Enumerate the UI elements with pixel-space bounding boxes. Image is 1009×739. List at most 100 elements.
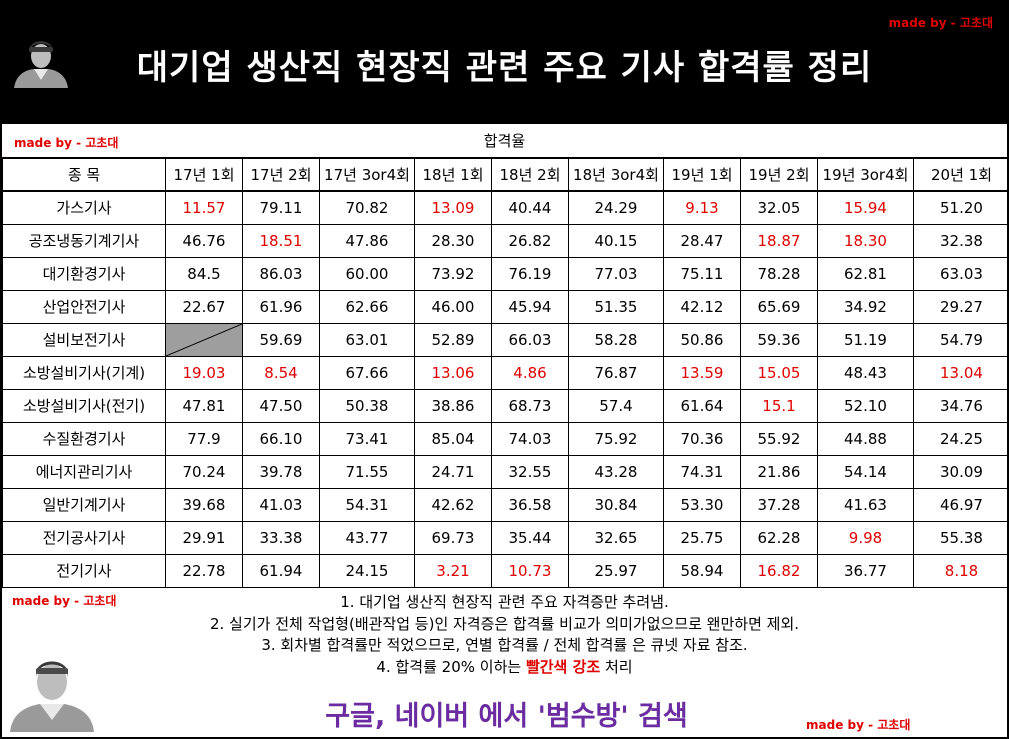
avatar-bottom [8,652,96,732]
credit-name: 고초대 [877,718,911,732]
table-body: 가스기사 11.57 79.11 70.82 13.09 40.44 24.29 9.13 32… [2,190,1009,588]
subject-name: 산업안전기사 [2,289,166,324]
rate-cell: 79.11 [242,190,320,225]
note-2: 2. 실기가 전체 작업형(배관작업 등)인 자격증은 합격률 비교가 의미가없… [209,614,800,633]
rate-cell: 69.73 [414,520,492,555]
rate-cell: 61.94 [242,553,320,588]
rate-cell: 24.15 [319,553,415,588]
rate-cell: 45.94 [491,289,569,324]
rate-cell: 36.77 [817,553,914,588]
credit-prefix: made by - [806,718,878,732]
subject-name: 소방설비기사(기계) [2,355,166,390]
rate-cell: 26.82 [491,223,569,258]
rate-cell: 78.28 [740,256,818,291]
subject-name: 설비보전기사 [2,322,166,357]
rate-cell: 59.36 [740,322,818,357]
rate-cell: 13.09 [414,190,492,225]
rate-cell: 51.19 [817,322,914,357]
rate-cell: 38.86 [414,388,492,423]
rate-cell: 76.87 [568,355,664,390]
rate-cell: 53.30 [663,487,741,522]
rate-cell: 25.97 [568,553,664,588]
rate-cell: 18.51 [242,223,320,258]
table-row: 설비보전기사 59.69 63.01 52.89 66.03 58.28 50.86 59.3… [2,322,1009,357]
rate-cell: 55.92 [740,421,818,456]
rate-cell: 43.77 [319,520,415,555]
rate-cell: 9.98 [817,520,914,555]
rate-cell: 62.66 [319,289,415,324]
rate-cell: 74.31 [663,454,741,489]
rate-cell: 47.50 [242,388,320,423]
rate-cell: 54.31 [319,487,415,522]
rate-cell: 46.97 [913,487,1009,522]
column-header: 17년 1회 [165,157,243,192]
note-4-prefix: 4. 합격률 20% 이하는 [376,657,526,676]
rate-cell: 34.76 [913,388,1009,423]
rate-cell: 3.21 [414,553,492,588]
rate-cell: 36.58 [491,487,569,522]
rate-cell: 70.82 [319,190,415,225]
rate-cell: 11.57 [165,190,243,225]
notes: 1. 대기업 생산직 현장직 관련 주요 자격증만 추려냄. 2. 실기가 전체… [2,592,1007,678]
rate-cell: 54.79 [913,322,1009,357]
rate-cell: 33.38 [242,520,320,555]
rate-cell: 13.06 [414,355,492,390]
diagonal-strike-icon [166,323,242,356]
rate-cell: 35.44 [491,520,569,555]
rate-cell: 13.04 [913,355,1009,390]
rate-cell: 32.65 [568,520,664,555]
column-header: 19년 3or4회 [817,157,914,192]
avatar [12,36,70,88]
title-banner: 대기업 생산직 현장직 관련 주요 기사 합격률 정리 made by - 고초… [0,0,1009,124]
rate-cell: 48.43 [817,355,914,390]
column-header: 17년 2회 [242,157,320,192]
subject-name: 소방설비기사(전기) [2,388,166,423]
column-header: 18년 1회 [414,157,492,192]
rate-cell: 37.28 [740,487,818,522]
rate-cell: 19.03 [165,355,243,390]
table-row: 전기기사 22.78 61.94 24.15 3.21 10.73 25.97 58.94 16… [2,553,1009,588]
pass-rate-table: 종 목 17년 1회 17년 2회 17년 3or4회 18년 1회 18년 2회 18년… [2,157,1009,588]
rate-cell: 47.86 [319,223,415,258]
table-row: 에너지관리기사 70.24 39.78 71.55 24.71 32.55 43.28 74.… [2,454,1009,489]
rate-cell: 46.76 [165,223,243,258]
rate-cell: 62.28 [740,520,818,555]
rate-cell: 68.73 [491,388,569,423]
worker-avatar-icon [10,661,94,732]
rate-cell: 24.71 [414,454,492,489]
rate-cell: 63.01 [319,322,415,357]
rate-cell: 61.64 [663,388,741,423]
rate-cell: 29.27 [913,289,1009,324]
column-header: 19년 1회 [663,157,741,192]
credit-prefix: made by - [12,594,84,608]
rate-cell: 40.44 [491,190,569,225]
search-prompt: 구글, 네이버 에서 '범수방' 검색 [325,701,688,732]
rate-cell: 54.14 [817,454,914,489]
rate-cell: 13.59 [663,355,741,390]
pass-rate-sheet: made by - 고초대 합격율 종 목 17년 1회 17년 2회 17년 3o… [0,124,1009,739]
subject-name: 전기기사 [2,553,166,588]
rate-cell: 86.03 [242,256,320,291]
rate-cell: 73.92 [414,256,492,291]
rate-cell: 24.29 [568,190,664,225]
credit-mid-left: made by - 고초대 [12,592,116,609]
rate-cell: 73.41 [319,421,415,456]
credit-name: 고초대 [959,16,993,30]
rate-cell: 32.05 [740,190,818,225]
column-header: 17년 3or4회 [319,157,415,192]
rate-cell: 57.4 [568,388,664,423]
subject-name: 공조냉동기계기사 [2,223,166,258]
rate-cell: 25.75 [663,520,741,555]
rate-cell: 51.35 [568,289,664,324]
rate-cell: 22.78 [165,553,243,588]
rate-cell: 77.03 [568,256,664,291]
rate-cell: 44.88 [817,421,914,456]
rate-cell: 75.11 [663,256,741,291]
table-row: 전기공사기사 29.91 33.38 43.77 69.73 35.44 32.65 25.7… [2,520,1009,555]
rate-cell: 62.81 [817,256,914,291]
column-header: 18년 2회 [491,157,569,192]
table-row: 소방설비기사(전기) 47.81 47.50 50.38 38.86 68.73 57.4 6… [2,388,1009,423]
table-row: 일반기계기사 39.68 41.03 54.31 42.62 36.58 30.84 53.3… [2,487,1009,522]
table-row: 산업안전기사 22.67 61.96 62.66 46.00 45.94 51.35 42.1… [2,289,1009,324]
subject-name: 일반기계기사 [2,487,166,522]
